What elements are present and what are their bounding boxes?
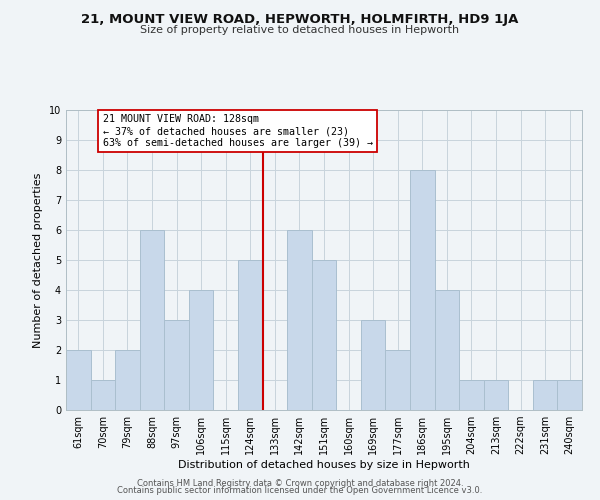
Bar	[434, 290, 459, 410]
Bar	[533, 380, 557, 410]
Bar	[361, 320, 385, 410]
Bar	[459, 380, 484, 410]
X-axis label: Distribution of detached houses by size in Hepworth: Distribution of detached houses by size …	[178, 460, 470, 470]
Bar	[140, 230, 164, 410]
Bar	[115, 350, 140, 410]
Bar	[410, 170, 434, 410]
Bar	[557, 380, 582, 410]
Bar	[91, 380, 115, 410]
Bar	[385, 350, 410, 410]
Text: 21, MOUNT VIEW ROAD, HEPWORTH, HOLMFIRTH, HD9 1JA: 21, MOUNT VIEW ROAD, HEPWORTH, HOLMFIRTH…	[82, 12, 518, 26]
Bar	[238, 260, 263, 410]
Y-axis label: Number of detached properties: Number of detached properties	[34, 172, 43, 348]
Text: 21 MOUNT VIEW ROAD: 128sqm
← 37% of detached houses are smaller (23)
63% of semi: 21 MOUNT VIEW ROAD: 128sqm ← 37% of deta…	[103, 114, 373, 148]
Bar	[164, 320, 189, 410]
Text: Contains HM Land Registry data © Crown copyright and database right 2024.: Contains HM Land Registry data © Crown c…	[137, 478, 463, 488]
Text: Contains public sector information licensed under the Open Government Licence v3: Contains public sector information licen…	[118, 486, 482, 495]
Bar	[484, 380, 508, 410]
Bar	[66, 350, 91, 410]
Bar	[189, 290, 214, 410]
Bar	[287, 230, 312, 410]
Bar	[312, 260, 336, 410]
Text: Size of property relative to detached houses in Hepworth: Size of property relative to detached ho…	[140, 25, 460, 35]
